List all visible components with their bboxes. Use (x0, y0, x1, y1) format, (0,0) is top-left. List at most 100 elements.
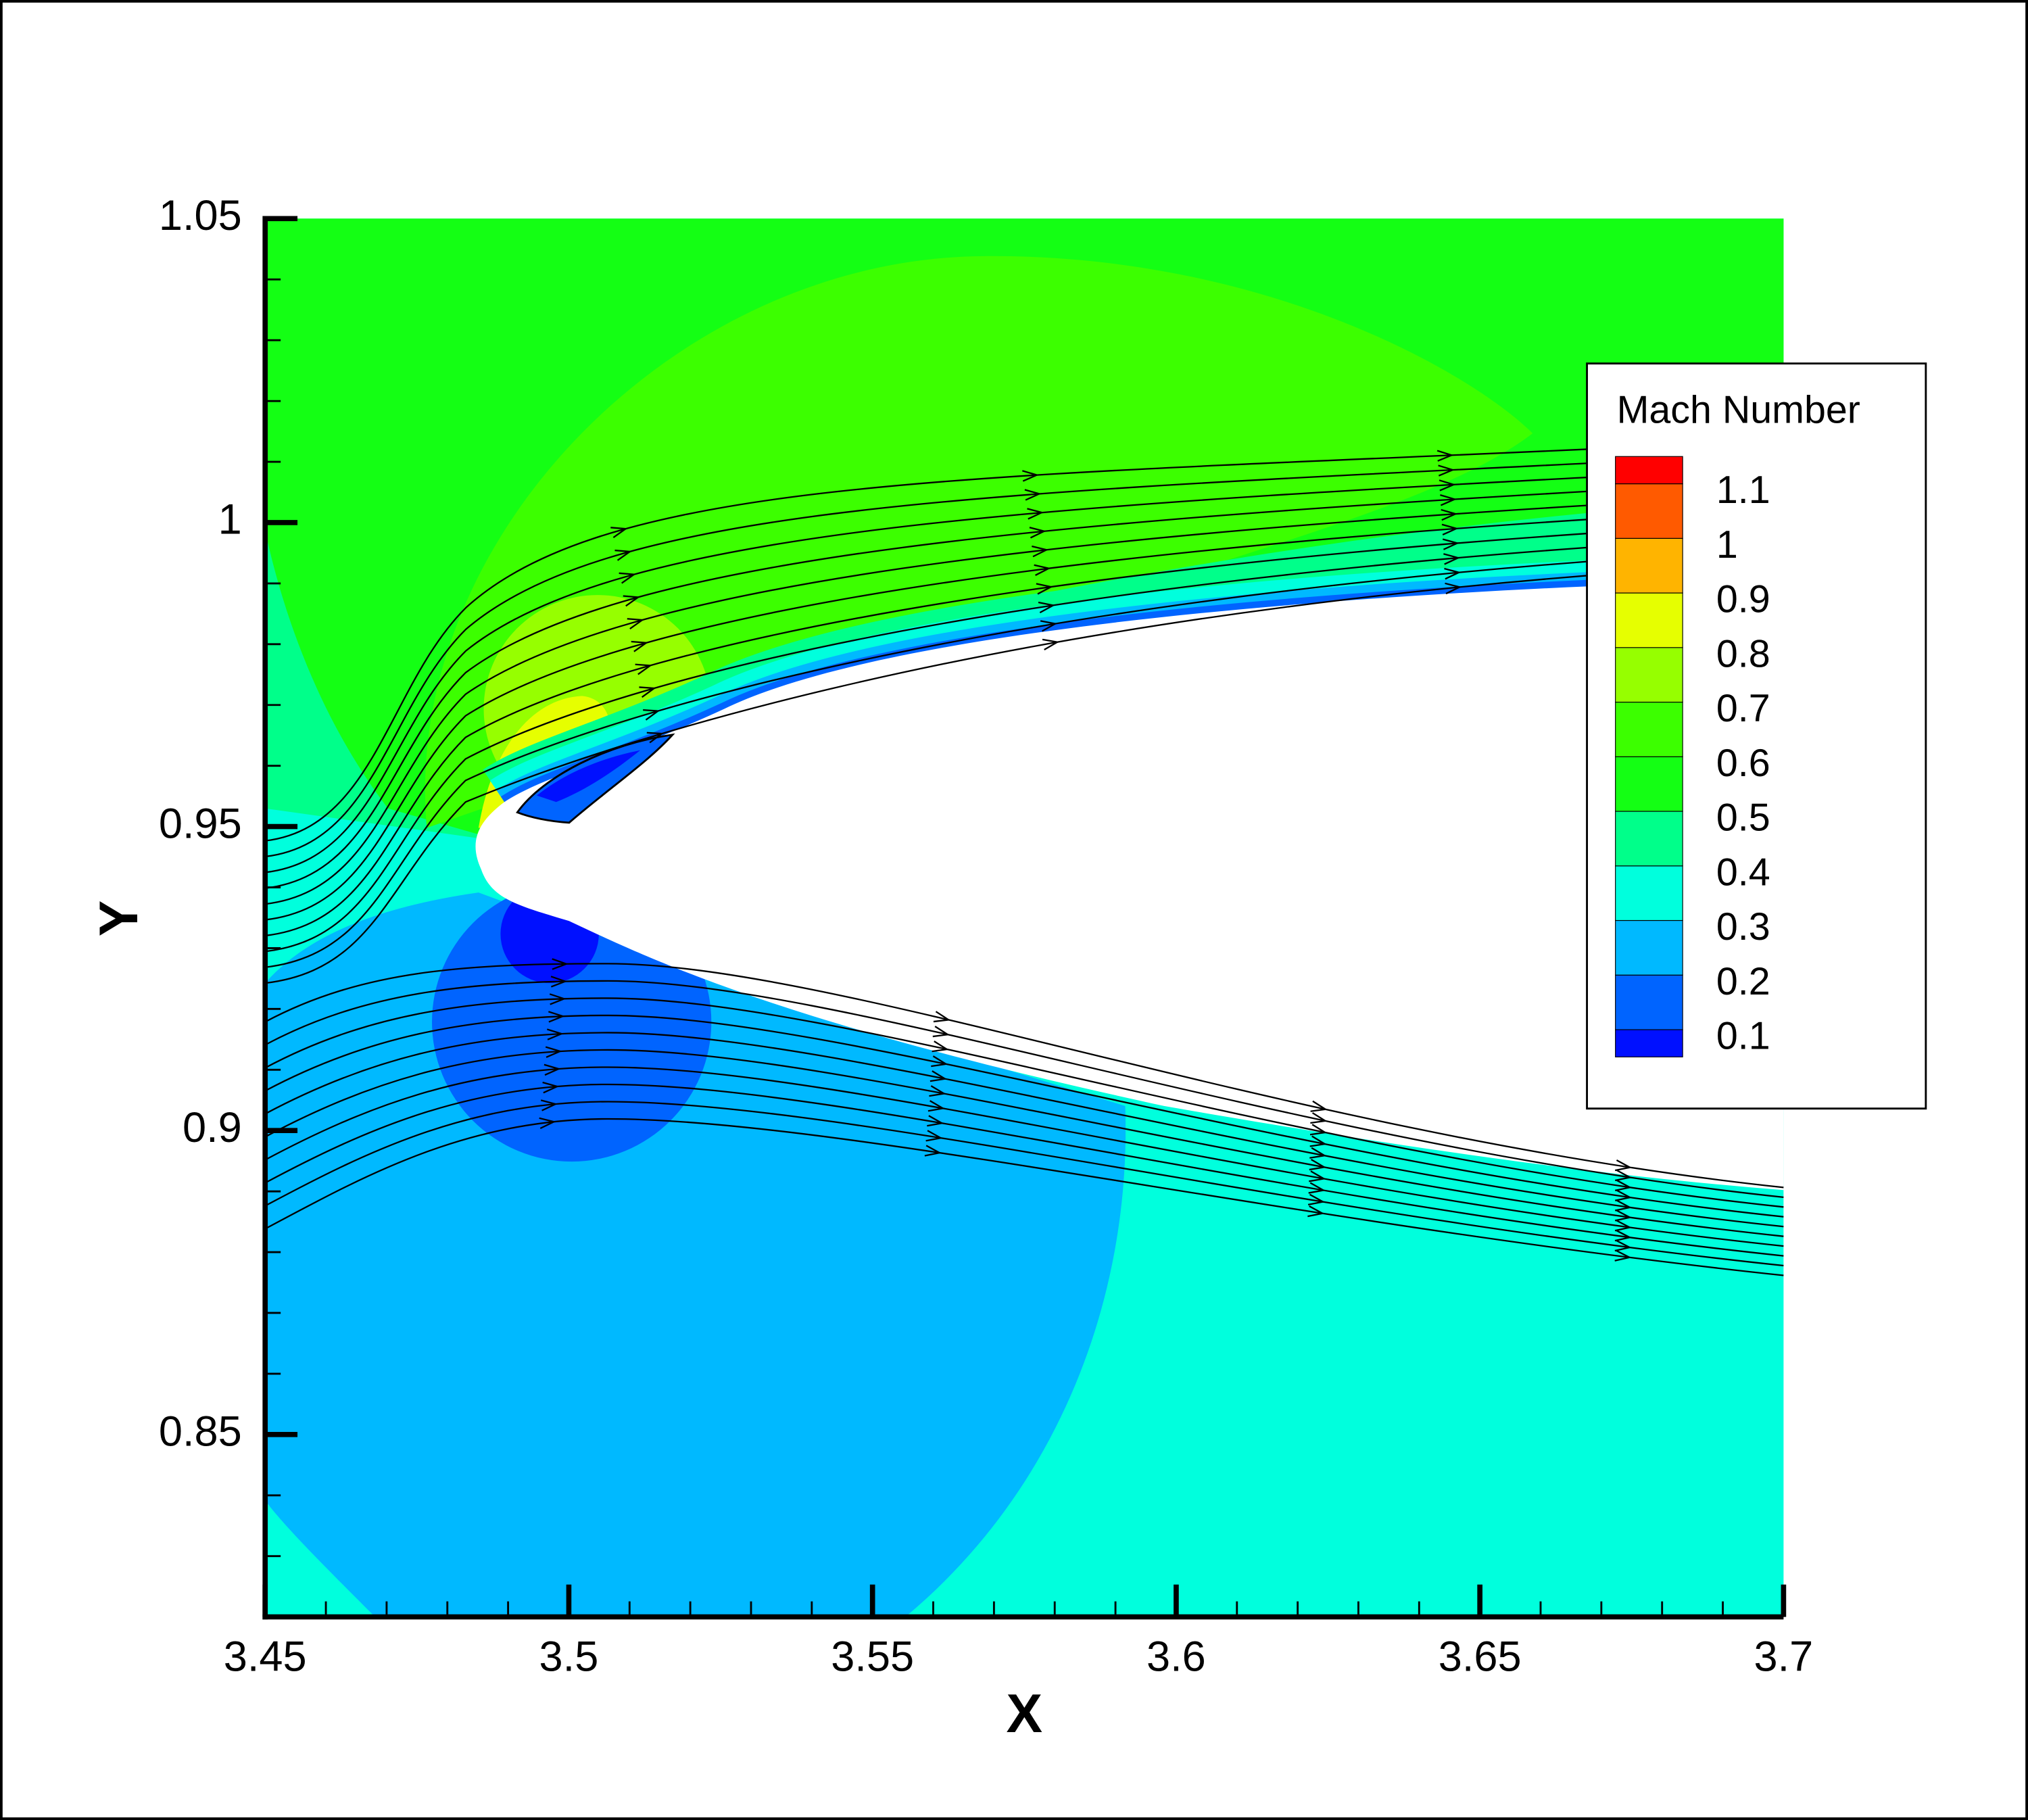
streamline-arrow (932, 1040, 950, 1053)
streamline-arrow (549, 993, 566, 1005)
streamline-arrow (1309, 1124, 1328, 1136)
legend-label: 0.4 (1716, 851, 1770, 894)
streamline-arrow (933, 1011, 951, 1023)
streamline-arrow (614, 549, 633, 561)
streamline-arrow (1034, 564, 1051, 576)
streamline-arrow (548, 1011, 566, 1023)
streamlines (264, 439, 1784, 1276)
streamline-arrow (545, 1046, 562, 1058)
recirculation (537, 750, 641, 803)
streamline-arrow (929, 1085, 946, 1097)
streamline-arrow (1036, 583, 1054, 595)
streamline-arrow (1443, 553, 1461, 565)
streamline-arrow (544, 1063, 561, 1076)
streamline (264, 1118, 1784, 1276)
streamline-arrow (610, 527, 628, 539)
streamline-arrow (552, 958, 569, 970)
streamline (264, 980, 1784, 1198)
streamline (264, 1101, 1784, 1267)
streamline-arrow (1614, 1159, 1633, 1172)
streamline-arrow (631, 640, 649, 652)
legend-label: 0.8 (1716, 632, 1770, 675)
streamline-arrow (1032, 545, 1049, 558)
streamline-arrow (619, 572, 637, 584)
streamline-arrow (1309, 1170, 1326, 1182)
y-tick-label: 0.85 (159, 1408, 242, 1456)
streamline-arrow (542, 1081, 560, 1094)
x-tick-label: 3.55 (831, 1633, 914, 1680)
streamline-arrow (1309, 1147, 1327, 1159)
y-tick-label: 1.05 (159, 192, 242, 239)
legend-swatch (1615, 592, 1683, 648)
legend-title: Mach Number (1617, 389, 1860, 432)
legend-label: 0.2 (1716, 960, 1770, 1003)
streamline (264, 1014, 1784, 1218)
streamline-arrow (1441, 523, 1459, 536)
streamline-arrow (1614, 1229, 1633, 1242)
legend-label: 0.1 (1716, 1015, 1770, 1058)
streamline (264, 997, 1784, 1208)
streamline-arrow (1614, 1169, 1633, 1182)
streamline (265, 548, 1784, 968)
streamline-arrow (1439, 479, 1456, 492)
streamline-arrow (1614, 1199, 1633, 1212)
streamline (264, 1049, 1784, 1237)
body (475, 579, 1784, 1191)
streamline-arrow (643, 709, 660, 721)
streamline-arrow (1614, 1179, 1633, 1191)
streamline-arrow (927, 1115, 944, 1127)
streamline-arrow (550, 976, 568, 988)
streamline (265, 521, 1784, 937)
legend-swatch (1615, 483, 1683, 539)
legend-swatch (1615, 537, 1683, 594)
y-axis-label: Y (89, 901, 149, 937)
streamline (265, 439, 1784, 842)
streamline (265, 466, 1784, 873)
legend-label: 0.6 (1716, 742, 1770, 785)
streamline-arrow (635, 663, 653, 675)
y-tick-label: 1 (218, 496, 242, 544)
streamline-arrow (646, 732, 665, 744)
x-tick-label: 3.5 (539, 1633, 599, 1680)
streamline-arrow (1441, 508, 1458, 521)
streamline-arrow (1442, 538, 1460, 550)
streamline (265, 534, 1784, 953)
x-tick-label: 3.7 (1754, 1633, 1814, 1680)
streamline-arrow (623, 595, 641, 607)
legend-swatch (1615, 701, 1683, 757)
streamline-arrow (540, 1099, 558, 1111)
legend-label: 0.3 (1716, 905, 1770, 949)
streamline-arrow (1040, 620, 1058, 632)
streamline (264, 963, 1784, 1189)
legend-label: 0.7 (1716, 687, 1770, 730)
legend-swatch (1615, 811, 1683, 867)
streamline-arrow (927, 1100, 946, 1112)
legend-swatch (1615, 919, 1683, 976)
legend-swatch (1615, 456, 1683, 485)
streamline-arrow (1308, 1182, 1326, 1194)
streamline-arrow (932, 1026, 950, 1038)
streamline-arrow (1444, 567, 1462, 580)
streamline-arrow (1436, 450, 1454, 462)
streamline-arrow (1438, 464, 1455, 477)
y-tick-label: 0.95 (159, 800, 242, 847)
legend-swatch (1615, 647, 1683, 703)
streamline-arrow (1307, 1205, 1325, 1218)
streamline (265, 452, 1784, 858)
streamline-arrow (1038, 601, 1056, 614)
streamline-arrow (1614, 1210, 1633, 1222)
legend-swatch (1615, 1029, 1683, 1057)
streamline-arrow (1614, 1239, 1633, 1252)
streamline-arrow (639, 686, 657, 698)
streamline-arrow (1307, 1193, 1326, 1205)
x-axis-label: X (1007, 1683, 1043, 1744)
streamline-arrow (1614, 1189, 1633, 1201)
streamline-arrow (1445, 582, 1462, 595)
streamline-arrow (1021, 470, 1040, 482)
streamline-arrow (1310, 1100, 1328, 1112)
streamline-arrow (1309, 1159, 1327, 1171)
streamline-arrow (1024, 489, 1042, 501)
x-tick-label: 3.6 (1146, 1633, 1206, 1680)
streamline-arrow (1310, 1112, 1328, 1124)
